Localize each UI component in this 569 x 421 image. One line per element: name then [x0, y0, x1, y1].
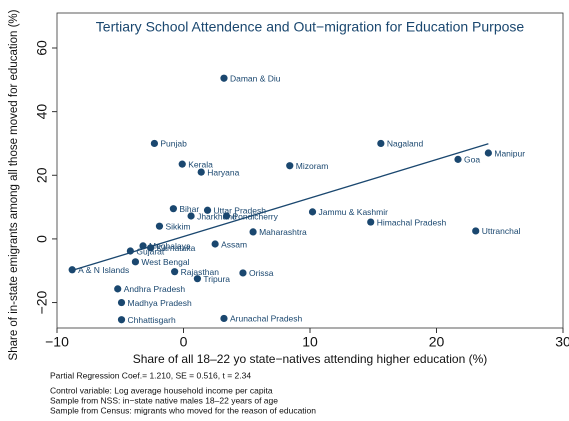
y-tick-label: 60 [34, 40, 50, 56]
point-label: Tripura [203, 274, 230, 284]
note: Sample from NSS: in−state native males 1… [50, 395, 278, 405]
point-label: Chhattisgarh [128, 315, 176, 325]
point [472, 227, 480, 235]
point [171, 268, 179, 276]
point [377, 139, 385, 148]
note: Sample from Census: migrants who moved f… [50, 405, 316, 415]
point [367, 218, 375, 226]
point-label: Haryana [207, 167, 239, 177]
point [169, 205, 177, 213]
point [131, 258, 140, 266]
point [68, 266, 76, 274]
point-label: Gujarat [136, 246, 165, 256]
point-label: Bihar [179, 204, 199, 214]
point [197, 168, 205, 176]
point-label: Arunachal Pradesh [230, 314, 303, 324]
chart-title: Tertiary School Attendence and Out−migra… [96, 19, 525, 35]
point [117, 316, 126, 324]
point [308, 208, 317, 216]
point [117, 298, 126, 307]
point-label: Pondicherry [233, 211, 279, 221]
point [178, 160, 186, 168]
point-label: Punjab [160, 139, 187, 149]
point-label: Jharkhand [197, 211, 237, 221]
point-label: Daman & Diu [230, 73, 281, 83]
point [203, 206, 212, 214]
note: Control variable: Log average household … [50, 385, 273, 395]
point [220, 74, 228, 82]
point [220, 314, 228, 323]
y-tick-label: −20 [34, 290, 50, 314]
point-label: Goa [464, 155, 480, 165]
point-label: Nagaland [387, 139, 424, 149]
x-axis-label: Share of all 18–22 yo state−natives atte… [133, 352, 488, 366]
point-label: Manipur [494, 148, 525, 158]
point-label: Jammu & Kashmir [319, 207, 389, 217]
x-tick-label: −10 [45, 334, 69, 350]
point-label: Andhra Pradesh [124, 284, 186, 294]
point-label: Assam [221, 239, 247, 249]
plot-area [56, 12, 564, 329]
point [114, 285, 122, 293]
x-tick-label: 30 [555, 334, 569, 350]
point [155, 222, 164, 230]
point-label: Kerala [188, 159, 213, 169]
point-label: Meghalaya [149, 241, 191, 251]
point [249, 228, 257, 236]
point-label: A & N Islands [78, 265, 129, 275]
y-tick-label: 0 [34, 235, 50, 243]
point [286, 162, 294, 170]
point [454, 155, 462, 163]
point-label: Uttar Pradesh [214, 206, 267, 216]
x-tick-label: 0 [180, 334, 188, 350]
point-label: Maharashtra [259, 227, 307, 237]
note: Partial Regression Coef.= 1.210, SE = 0.… [50, 370, 251, 380]
y-tick-label: 20 [34, 167, 50, 183]
point-label: Madhya Pradesh [128, 298, 193, 308]
point-label: West Bengal [141, 257, 189, 267]
point-label: Orissa [249, 268, 274, 278]
point-label: Rajasthan [181, 267, 220, 277]
point-label: Sikkim [165, 221, 190, 231]
y-tick-label: 40 [34, 104, 50, 120]
point [150, 139, 159, 148]
point [147, 244, 155, 252]
point [239, 269, 247, 277]
point [193, 275, 202, 283]
point-label: Himachal Pradesh [377, 217, 447, 227]
point-label: Uttranchal [482, 226, 521, 236]
x-tick-label: 10 [302, 334, 318, 350]
x-tick-label: 20 [429, 334, 445, 350]
fit-line [71, 143, 489, 272]
point [484, 149, 492, 157]
point [187, 212, 195, 220]
point [211, 240, 219, 248]
point [139, 242, 147, 250]
point-label: Karnataka [157, 243, 196, 253]
point [222, 212, 231, 220]
point [126, 247, 134, 255]
y-axis-label: Share of in-state emigrants among all th… [8, 9, 20, 360]
point-label: Mizoram [296, 161, 329, 171]
